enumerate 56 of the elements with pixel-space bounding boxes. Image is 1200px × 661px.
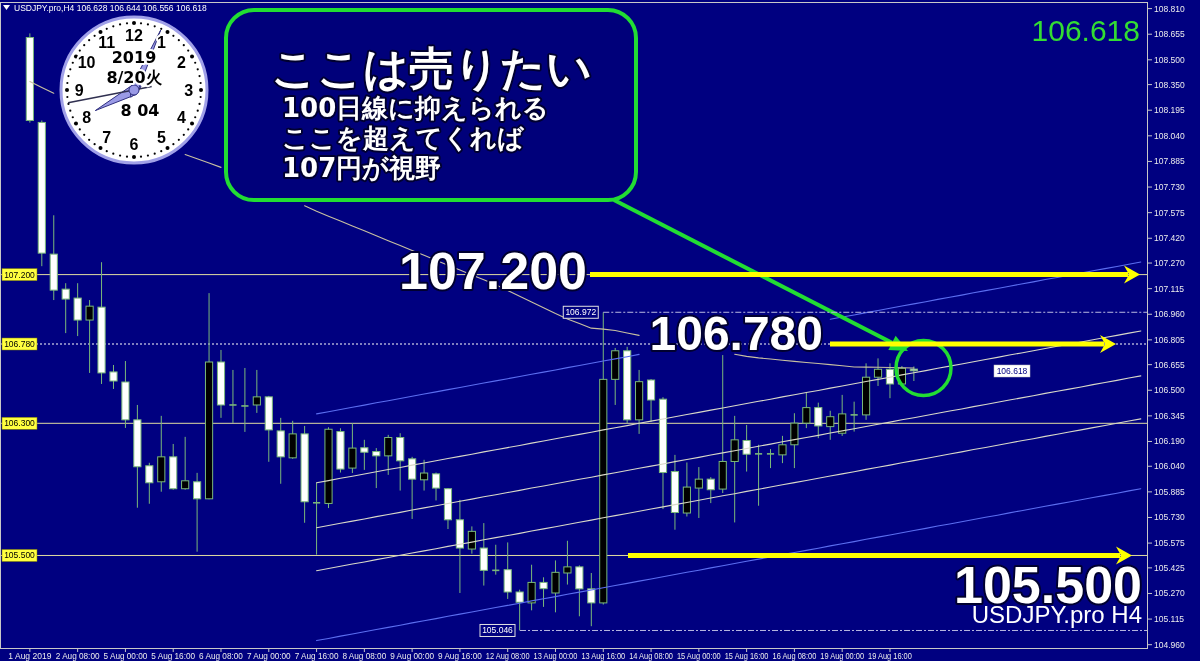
y-tick-label: 106.040 bbox=[1154, 461, 1185, 472]
annotation: 106.618 bbox=[1031, 14, 1140, 47]
y-tick-label: 106.500 bbox=[1154, 385, 1185, 396]
x-tick-label: 1 Aug 2019 bbox=[8, 651, 52, 661]
annotation: 9 bbox=[74, 81, 84, 99]
annotation: 1 bbox=[156, 34, 166, 52]
y-tick-label: 107.115 bbox=[1154, 283, 1185, 294]
annotation: 10 bbox=[77, 54, 96, 72]
annotation: 6 bbox=[129, 136, 139, 154]
annotation: 107円が視野 bbox=[282, 153, 442, 183]
y-tick-label: 106.345 bbox=[1154, 410, 1185, 421]
x-tick-label: 9 Aug 00:00 bbox=[390, 651, 436, 661]
x-tick-label: 8 Aug 08:00 bbox=[342, 651, 388, 661]
y-tick-label: 106.655 bbox=[1154, 359, 1185, 370]
x-tick-label: 5 Aug 00:00 bbox=[103, 651, 149, 661]
y-tick-label: 108.810 bbox=[1154, 3, 1185, 14]
x-tick-label: 9 Aug 16:00 bbox=[438, 651, 484, 661]
y-tick-label: 106.805 bbox=[1154, 334, 1185, 345]
y-tick-label: 108.350 bbox=[1154, 79, 1185, 90]
y-tick-label: 107.885 bbox=[1154, 156, 1185, 167]
y-tick-label: 104.960 bbox=[1154, 639, 1185, 650]
x-tick-label: 19 Aug 16:00 bbox=[868, 651, 919, 661]
y-tick-label: 105.885 bbox=[1154, 486, 1185, 497]
annotation: 5 bbox=[156, 128, 166, 146]
y-tick-label: 108.040 bbox=[1154, 130, 1185, 141]
annotation: 2 bbox=[176, 54, 186, 72]
y-tick-label: 108.655 bbox=[1154, 29, 1185, 40]
annotation: 11 bbox=[98, 34, 116, 52]
y-tick-label: 107.730 bbox=[1154, 182, 1185, 193]
annotation: 8 04 bbox=[120, 100, 160, 120]
y-tick-label: 105.425 bbox=[1154, 562, 1185, 573]
annotation: 106.780 bbox=[649, 307, 823, 360]
annotation: 3 bbox=[184, 81, 194, 99]
annotation: ここを超えてくれば bbox=[282, 123, 525, 153]
chart-title: USDJPY.pro,H4 106.628 106.644 106.556 106.618 bbox=[14, 3, 207, 13]
annotation: 8 bbox=[82, 108, 92, 126]
y-tick-label: 105.575 bbox=[1154, 538, 1185, 549]
annotation: 7 bbox=[102, 128, 112, 146]
x-tick-label: 6 Aug 08:00 bbox=[199, 651, 245, 661]
y-tick-label: 105.115 bbox=[1154, 614, 1185, 625]
y-tick-label: 106.960 bbox=[1154, 309, 1185, 320]
y-tick-label: 108.500 bbox=[1154, 54, 1185, 65]
x-tick-label: 7 Aug 00:00 bbox=[246, 651, 293, 661]
x-tick-label: 7 Aug 16:00 bbox=[294, 651, 341, 661]
y-tick-label: 108.195 bbox=[1154, 105, 1185, 116]
annotation: ここは売りたい bbox=[270, 42, 592, 95]
y-tick-label: 107.270 bbox=[1154, 258, 1185, 269]
y-tick-label: 105.270 bbox=[1154, 588, 1185, 599]
y-tick-label: 107.575 bbox=[1154, 207, 1185, 218]
annotation: 4 bbox=[176, 108, 186, 126]
x-tick-label: 2 Aug 08:00 bbox=[55, 651, 102, 661]
y-tick-label: 107.420 bbox=[1154, 233, 1185, 244]
annotation: 12 bbox=[125, 26, 143, 44]
x-tick-label: 5 Aug 16:00 bbox=[151, 651, 197, 661]
y-tick-label: 105.730 bbox=[1154, 512, 1185, 523]
y-tick-label: 106.190 bbox=[1154, 436, 1185, 447]
